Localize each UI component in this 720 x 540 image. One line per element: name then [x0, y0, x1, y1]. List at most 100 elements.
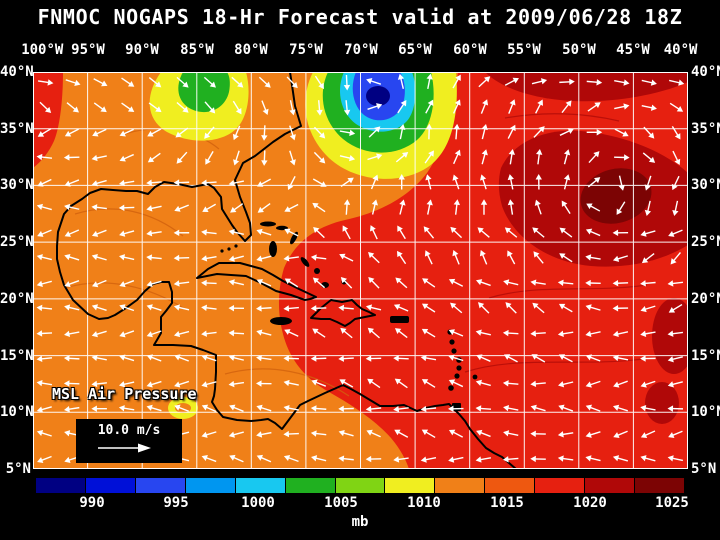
colorbar	[36, 478, 684, 493]
lat-tick-label: 5°N	[691, 461, 717, 477]
wind-arrow-icon	[338, 355, 354, 362]
wind-arrow-icon	[258, 76, 271, 88]
wind-arrow-icon	[204, 101, 216, 114]
wind-arrow-icon	[534, 199, 542, 215]
wind-arrow-icon	[310, 254, 327, 261]
wind-arrow-icon	[256, 255, 272, 262]
wind-arrow-icon	[201, 179, 217, 186]
wind-arrow-icon	[205, 150, 214, 165]
lat-tick-label: 40°N	[691, 64, 720, 80]
coastlines	[56, 72, 517, 469]
wind-arrow-icon	[368, 276, 380, 289]
wind-arrow-icon	[503, 430, 519, 437]
wind-arrow-icon	[201, 454, 217, 463]
wind-arrow-icon	[426, 199, 433, 215]
lon-tick-label: 45°W	[616, 42, 650, 58]
wind-arrow-icon	[669, 79, 685, 86]
wind-arrow-icon	[640, 405, 656, 412]
wind-arrow-icon	[338, 429, 354, 437]
wind-arrow-icon	[36, 254, 52, 261]
wind-arrow-icon	[256, 305, 272, 312]
wind-arrow-icon	[481, 149, 488, 165]
lon-tick-label: 90°W	[125, 42, 159, 58]
wind-arrow-icon	[283, 430, 299, 438]
wind-arrow-icon	[91, 330, 107, 338]
wind-arrow-icon	[368, 252, 380, 264]
wind-arrow-icon	[614, 128, 629, 137]
map-border	[33, 72, 688, 469]
wind-arrow-icon	[667, 330, 684, 337]
wind-arrow-icon	[36, 280, 52, 287]
wind-arrow-icon	[561, 100, 572, 114]
wind-arrow-icon	[174, 404, 189, 412]
wind-arrow-icon	[201, 229, 217, 236]
lon-tick-label: 80°W	[234, 42, 268, 58]
lon-tick-label: 100°W	[21, 42, 64, 58]
wind-arrow-icon	[453, 149, 461, 165]
lon-tick-label: 75°W	[289, 42, 323, 58]
wind-arrow-icon	[424, 250, 433, 265]
wind-arrow-icon	[64, 253, 80, 261]
wind-arrow-icon	[174, 204, 189, 212]
wind-arrow-icon	[147, 128, 162, 137]
wind-arrow-icon	[343, 199, 351, 215]
wind-arrow-icon	[612, 280, 629, 287]
wind-arrow-icon	[530, 380, 546, 388]
wind-arrow-icon	[616, 201, 626, 215]
wind-arrow-icon	[91, 204, 107, 211]
lon-tick-label: 70°W	[344, 42, 378, 58]
lat-tick-label: 25°N	[691, 234, 720, 250]
wind-arrow-icon	[119, 304, 135, 312]
colorbar-segment	[85, 478, 136, 493]
wind-arrow-icon	[283, 355, 299, 362]
wind-arrow-icon	[476, 429, 491, 438]
wind-arrow-icon	[204, 126, 215, 139]
colorbar-segment	[535, 478, 586, 493]
wind-arrow-icon	[119, 128, 134, 137]
wind-arrow-icon	[365, 455, 382, 463]
wind-arrow-icon	[287, 175, 296, 191]
wind-arrow-icon	[475, 329, 491, 336]
wind-arrow-icon	[613, 430, 628, 439]
lat-tick-label: 10°N	[0, 404, 34, 420]
wind-arrow-icon	[367, 103, 383, 110]
wind-arrow-icon	[475, 405, 492, 412]
wind-arrow-icon	[201, 279, 217, 287]
wind-arrow-icon	[284, 278, 299, 288]
colorbar-segment	[335, 478, 386, 493]
wind-arrow-icon	[261, 125, 268, 141]
wind-arrow-icon	[37, 455, 52, 464]
wind-arrow-icon	[502, 380, 519, 387]
wind-arrow-icon	[557, 431, 574, 438]
wind-arrow-icon	[203, 76, 216, 88]
wind-arrow-icon	[256, 454, 272, 463]
wind-arrow-icon	[531, 354, 546, 363]
wind-arrow-icon	[228, 279, 244, 286]
wind-arrow-icon	[671, 175, 680, 191]
wind-arrow-icon	[118, 405, 135, 412]
wind-arrow-icon	[394, 378, 408, 389]
wind-arrow-icon	[64, 179, 80, 187]
wind-arrow-icon	[92, 128, 107, 137]
wind-arrow-icon	[395, 151, 409, 163]
wind-arrow-icon	[146, 304, 162, 311]
wind-arrow-icon	[119, 330, 135, 338]
wind-arrow-icon	[176, 151, 188, 164]
lon-tick-label: 65°W	[398, 42, 432, 58]
wind-arrow-icon	[283, 454, 299, 463]
wind-arrow-icon	[507, 124, 516, 139]
wind-arrow-icon	[612, 354, 629, 362]
wind-arrow-icon	[174, 380, 190, 388]
wind-arrow-icon	[64, 304, 80, 311]
wind-arrow-icon	[256, 354, 272, 362]
wind-arrow-icon	[284, 203, 299, 212]
wind-arrow-icon	[612, 404, 628, 412]
wind-arrow-icon	[174, 354, 189, 362]
wind-arrow-icon	[672, 200, 679, 217]
colorbar-tick-label: 1005	[324, 495, 358, 511]
wind-arrow-icon	[311, 455, 327, 462]
colorbar-tick-label: 1020	[573, 495, 607, 511]
wind-arrow-icon	[393, 405, 409, 413]
lon-tick-label: 50°W	[562, 42, 596, 58]
wind-arrow-icon	[228, 229, 244, 236]
